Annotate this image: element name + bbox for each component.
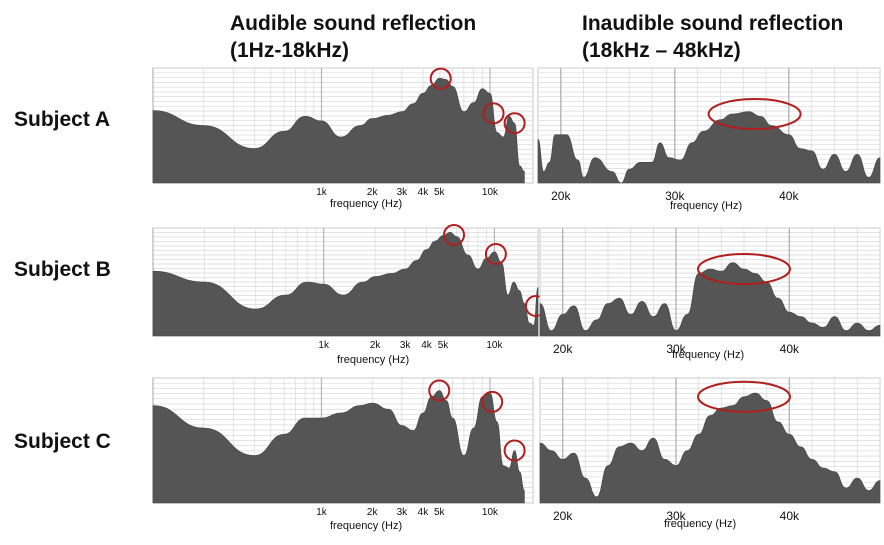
subject-c-audible-xtick-label: 2k xyxy=(367,507,379,518)
subject-label-c: Subject C xyxy=(14,430,111,453)
subject-a-inaudible-xlabel: frequency (Hz) xyxy=(670,200,743,212)
subject-a-audible-xlabel: frequency (Hz) xyxy=(330,198,403,210)
subject-a-audible-response-area xyxy=(152,77,525,184)
subject-c-inaudible-xtick-label: 30k xyxy=(666,509,686,523)
subject-b-audible-xtick-label: 3k xyxy=(400,340,412,351)
subject-b-audible-xtick-label: 5k xyxy=(438,340,450,351)
audible-header: Audible sound reflection (1Hz-18kHz) xyxy=(230,10,476,64)
subject-b-inaudible-xtick-label: 40k xyxy=(780,342,800,356)
subject-a-audible-xtick-label: 3k xyxy=(397,187,409,198)
subject-c-inaudible-peak-highlight xyxy=(697,380,791,413)
subject-c-audible-xtick-label: 1k xyxy=(316,507,328,518)
subject-b-inaudible-xtick-label: 30k xyxy=(666,342,686,356)
subject-c-inaudible-response-area xyxy=(539,392,881,504)
subject-a-inaudible-chart: 20k 30k 40k xyxy=(537,67,881,203)
subject-c-audible-xtick-label: 10k xyxy=(482,507,499,518)
subject-c-inaudible-xtick-label: 20k xyxy=(553,509,573,523)
subject-a-inaudible-xtick-label: 20k xyxy=(551,189,571,203)
subject-c-audible-chart: 1k 2k 3k 4k 5k 10k xyxy=(152,377,534,518)
subject-b-audible-peak-highlight xyxy=(484,243,507,266)
subject-b-audible-xtick-label: 1k xyxy=(318,340,330,351)
subject-c-audible-xtick-label: 5k xyxy=(434,507,446,518)
subject-b-audible-xtick-label: 10k xyxy=(486,340,503,351)
inaudible-header-line1: Inaudible sound reflection xyxy=(582,12,844,35)
subject-b-inaudible-xtick-label: 20k xyxy=(553,342,573,356)
subject-a-audible-chart: 1k 2k 3k 4k 5k 10k xyxy=(152,67,534,198)
subject-a-audible-xtick-label: 1k xyxy=(316,187,328,198)
subject-b-inaudible-response-area xyxy=(539,262,881,337)
subject-a-audible-xtick-label: 5k xyxy=(434,187,446,198)
subject-c-audible-xtick-label: 4k xyxy=(418,507,430,518)
subject-a-inaudible-xtick-label: 40k xyxy=(779,189,799,203)
subject-b-inaudible-chart: 20k 30k 40k xyxy=(539,227,881,356)
subject-a-inaudible-xtick-label: 30k xyxy=(665,189,685,203)
subject-b-audible-xtick-label: 2k xyxy=(370,340,382,351)
subject-a-audible-xtick-label: 10k xyxy=(482,187,499,198)
subject-a-audible-peak-highlight xyxy=(482,102,505,125)
subject-b-audible-chart: 1k 2k 3k 4k 5k 10k xyxy=(152,223,547,351)
subject-a-inaudible-peak-highlight xyxy=(707,98,802,130)
subject-label-a: Subject A xyxy=(14,108,111,131)
subject-c-inaudible-xtick-label: 40k xyxy=(780,509,800,523)
subject-b-audible-response-area xyxy=(152,231,539,337)
audible-header-line2: (1Hz-18kHz) xyxy=(230,39,350,62)
subject-c-audible-peak-highlight xyxy=(481,390,504,413)
subject-c-audible-peak-highlight xyxy=(428,379,451,402)
subject-a-audible-xtick-label: 4k xyxy=(418,187,430,198)
subject-c-audible-xtick-label: 3k xyxy=(397,507,409,518)
inaudible-header: Inaudible sound reflection (18kHz – 48kH… xyxy=(582,10,843,64)
subject-c-inaudible-xlabel: frequency (Hz) xyxy=(664,518,737,530)
subject-a-audible-peak-highlight xyxy=(429,67,452,90)
subject-a-audible-xtick-label: 2k xyxy=(367,187,379,198)
subject-c-audible-peak-highlight xyxy=(503,439,526,462)
subject-label-b: Subject B xyxy=(14,258,111,281)
audible-header-line1: Audible sound reflection xyxy=(230,12,477,35)
subject-b-inaudible-xlabel: frequency (Hz) xyxy=(672,349,745,361)
subject-b-audible-peak-highlight xyxy=(443,223,466,246)
inaudible-header-line2: (18kHz – 48kHz) xyxy=(582,39,741,62)
subject-b-audible-xtick-label: 4k xyxy=(421,340,433,351)
subject-c-audible-xlabel: frequency (Hz) xyxy=(330,520,403,532)
subject-b-audible-xlabel: frequency (Hz) xyxy=(337,354,410,366)
subject-a-audible-peak-highlight xyxy=(503,112,526,135)
subject-c-inaudible-chart: 20k 30k 40k xyxy=(539,377,881,523)
subject-a-inaudible-response-area xyxy=(537,111,881,184)
subject-b-inaudible-peak-highlight xyxy=(697,253,791,286)
